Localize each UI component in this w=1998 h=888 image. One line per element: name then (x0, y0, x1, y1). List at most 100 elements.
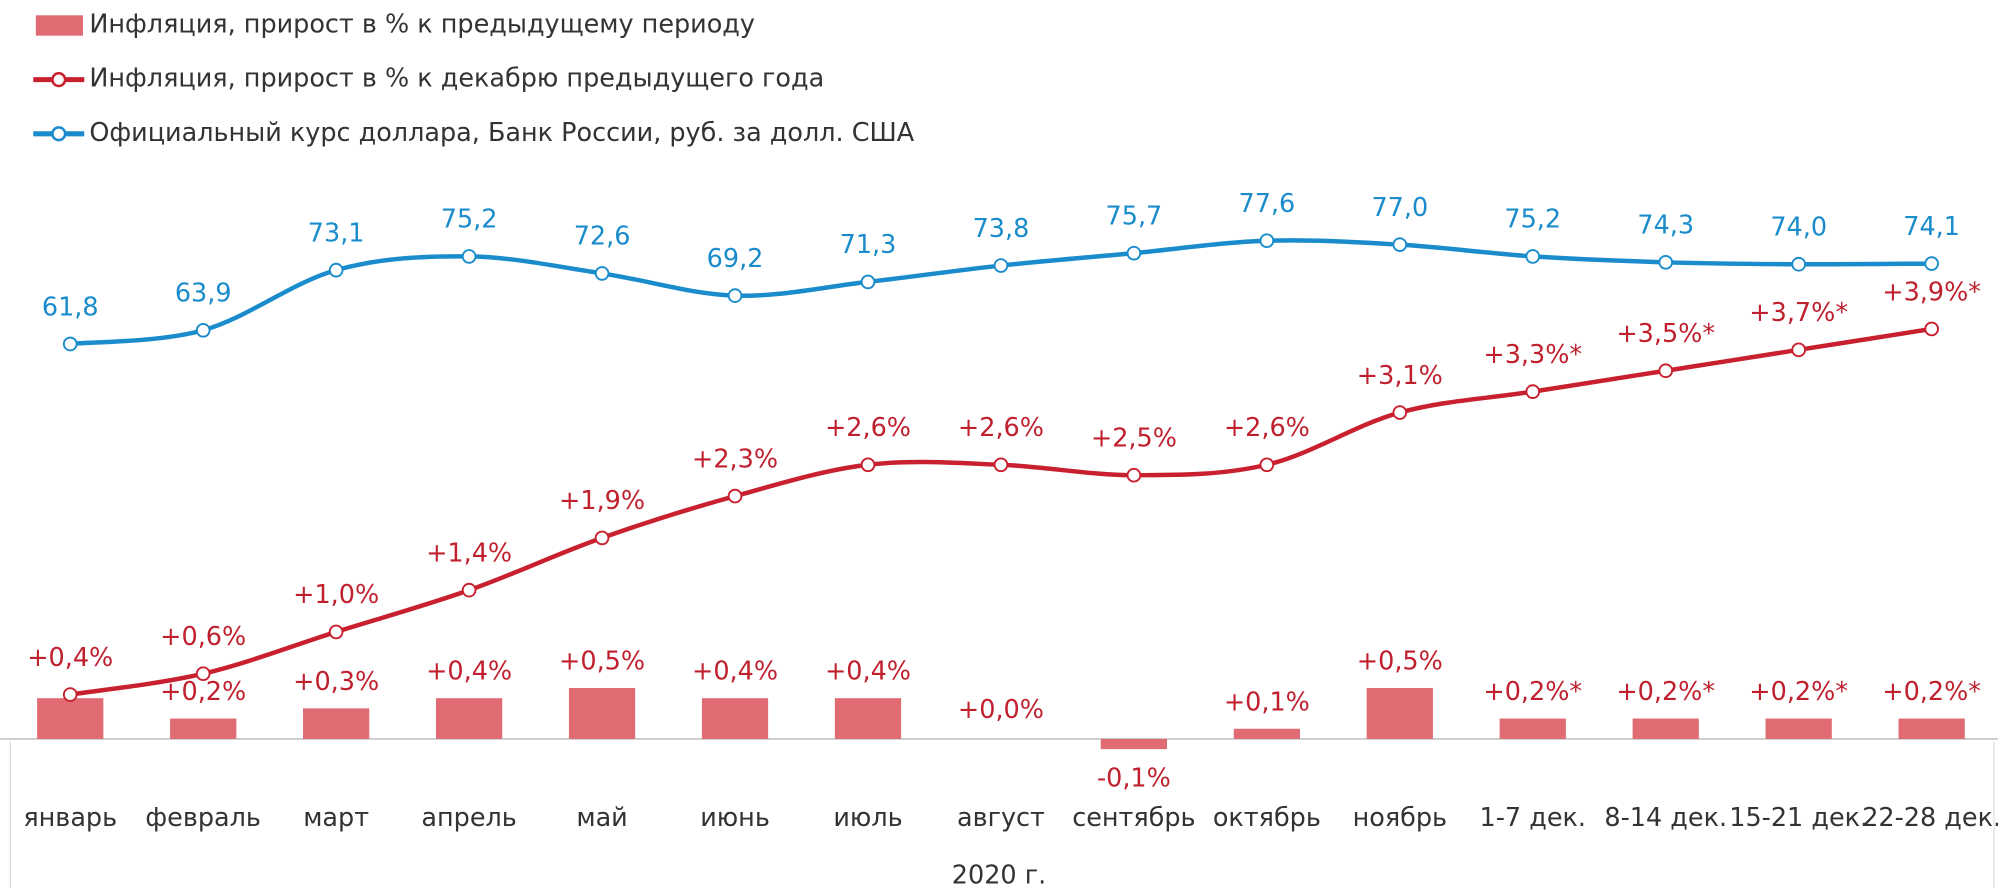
marker (328, 624, 344, 640)
data-label: +1,0% (293, 580, 379, 610)
data-label: 63,9 (175, 279, 232, 309)
data-label: 71,3 (840, 230, 897, 260)
marker (1658, 254, 1674, 270)
data-label: 75,2 (1504, 205, 1561, 235)
legend-label: Официальный курс доллара, Банк России, р… (89, 118, 914, 148)
x-tick-label: октябрь (1213, 803, 1321, 833)
data-label: 75,2 (441, 205, 498, 235)
marker (1791, 256, 1807, 272)
bar (568, 687, 636, 739)
bar (701, 698, 769, 739)
x-tick-label: 15-21 дек. (1729, 803, 1868, 833)
data-label: 61,8 (42, 292, 99, 322)
data-label: +0,2% (160, 677, 246, 707)
marker (1924, 256, 1939, 271)
data-label: +3,3%* (1483, 340, 1582, 370)
marker (195, 666, 211, 682)
marker (1525, 249, 1541, 264)
line (69, 326, 1932, 697)
data-label: +0,3% (293, 667, 379, 697)
data-label: 73,8 (973, 214, 1030, 244)
data-label: 74,1 (1903, 212, 1960, 242)
marker (727, 288, 743, 303)
data-label: +0,0% (958, 695, 1044, 725)
data-label: +0,5% (1357, 646, 1443, 676)
marker (860, 274, 876, 290)
marker (1791, 342, 1807, 358)
data-label: +2,6% (825, 413, 911, 443)
data-label: +0,2%* (1616, 677, 1715, 707)
data-label: +0,4% (692, 657, 778, 687)
x-axis-label: 2020 г. (952, 861, 1046, 888)
data-label: 75,7 (1106, 201, 1163, 231)
data-label: +0,1% (1224, 687, 1310, 717)
data-label: +0,2%* (1749, 677, 1848, 707)
data-label: 77,0 (1371, 193, 1428, 223)
data-label: +3,1% (1357, 361, 1443, 391)
data-label: 72,6 (574, 222, 631, 252)
bar (1632, 718, 1699, 739)
marker (993, 258, 1009, 273)
bar (1233, 728, 1300, 739)
marker (1658, 363, 1674, 379)
x-tick-label: апрель (421, 803, 516, 833)
data-label: +0,2%* (1882, 677, 1981, 707)
marker (1259, 233, 1275, 249)
data-label: +2,3% (692, 444, 778, 474)
x-tick-label: июнь (700, 803, 770, 833)
data-label: +0,4% (825, 657, 911, 687)
marker (1924, 321, 1939, 337)
data-label: 74,0 (1770, 213, 1827, 243)
data-label: +0,4% (426, 657, 512, 687)
marker (328, 262, 344, 278)
legend-swatch (35, 15, 83, 36)
marker (727, 488, 743, 504)
bar (435, 698, 503, 739)
x-tick-label: 22-28 дек. (1862, 803, 1998, 833)
marker (1392, 405, 1408, 420)
data-label: +1,9% (559, 486, 645, 516)
marker (860, 457, 876, 473)
data-label: 77,6 (1238, 189, 1295, 219)
data-label: 69,2 (707, 244, 764, 274)
marker (594, 530, 610, 546)
marker (62, 336, 78, 352)
bar (303, 708, 370, 739)
data-label: 74,3 (1637, 211, 1694, 241)
marker (195, 322, 211, 338)
data-label: +2,5% (1091, 424, 1177, 454)
bar (37, 698, 104, 739)
legend-marker (51, 126, 67, 142)
bar (1499, 718, 1566, 739)
data-label: +3,9%* (1882, 277, 1981, 307)
marker (62, 687, 78, 702)
x-tick-label: март (303, 803, 369, 833)
legend-label: Инфляция, прирост в % к предыдущему пери… (89, 9, 755, 39)
data-label: +2,6% (958, 413, 1044, 443)
data-label: +2,6% (1224, 413, 1310, 443)
x-tick-label: сентябрь (1072, 803, 1195, 833)
x-tick-label: август (957, 803, 1045, 833)
bar (170, 718, 237, 739)
bar (1898, 718, 1965, 739)
marker (1126, 467, 1142, 483)
x-tick-label: январь (23, 803, 117, 833)
bar (834, 698, 902, 739)
data-label: +1,4% (426, 538, 512, 568)
marker (1525, 384, 1541, 399)
x-tick-label: февраль (145, 803, 261, 833)
legend-label: Инфляция, прирост в % к декабрю предыдущ… (89, 64, 824, 94)
marker (1259, 457, 1275, 473)
x-tick-label: ноябрь (1353, 803, 1447, 833)
marker (461, 582, 477, 598)
data-label: +3,5%* (1616, 319, 1715, 349)
data-label: +3,7%* (1749, 298, 1848, 328)
bar (1765, 718, 1832, 739)
data-label: -0,1% (1097, 764, 1171, 794)
marker (1392, 237, 1408, 252)
marker (993, 457, 1009, 473)
x-tick-label: 8-14 дек. (1604, 803, 1727, 833)
bar (1100, 738, 1168, 750)
legend-marker (51, 71, 67, 88)
